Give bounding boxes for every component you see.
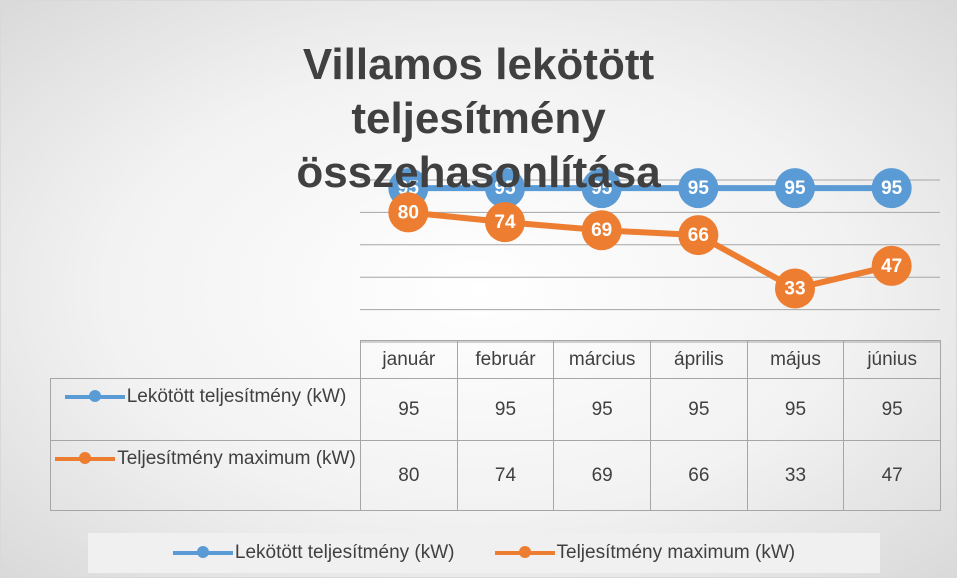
legend-icon	[55, 451, 116, 464]
legend-item: Teljesítmény maximum (kW)	[494, 542, 796, 564]
table-header: január	[360, 340, 458, 379]
table-cell: 95	[360, 378, 458, 441]
marker	[581, 168, 622, 209]
table-cell: 47	[843, 440, 941, 511]
table-cell: 80	[360, 440, 458, 511]
table-cell: 33	[746, 440, 845, 511]
chart-title: Villamos lekötött teljesítmény összehaso…	[296, 40, 661, 197]
marker	[485, 168, 525, 209]
table-cell: 95	[456, 378, 555, 441]
data-label: 95	[688, 178, 710, 199]
table-cell: 95	[843, 378, 941, 441]
table-cell: 74	[456, 440, 555, 511]
data-label: 95	[881, 178, 903, 199]
legend-icon	[64, 389, 125, 402]
table-cell: 95	[650, 378, 748, 441]
marker	[775, 168, 815, 209]
data-label: 74	[494, 212, 516, 233]
data-label: 66	[688, 225, 709, 246]
legend: Lekötött teljesítmény (kW) Teljesítmény m…	[88, 533, 880, 573]
data-label: 80	[398, 202, 419, 223]
legend-icon	[172, 546, 233, 558]
series-name: Teljesítmény maximum (kW)	[117, 448, 356, 469]
legend-icon	[494, 546, 555, 558]
marker	[678, 168, 719, 209]
table-header: február	[456, 340, 555, 379]
series-name: Lekötött teljesítmény (kW)	[126, 386, 347, 407]
data-label: 95	[784, 178, 806, 199]
table-cell: 66	[650, 440, 748, 511]
table-cell: 95	[553, 378, 651, 441]
table-cell: 69	[553, 440, 651, 511]
row-header: Lekötött teljesítmény (kW)	[50, 378, 361, 441]
data-label: 33	[784, 279, 805, 300]
marker	[581, 210, 622, 251]
legend-label: Lekötött teljesítmény (kW)	[234, 542, 455, 563]
marker	[485, 202, 525, 243]
row-header: Teljesítmény maximum (kW)	[50, 440, 361, 511]
table-header: május	[746, 340, 845, 379]
marker	[871, 168, 912, 209]
marker	[871, 245, 912, 286]
data-label: 95	[591, 178, 613, 199]
table-cell: 95	[746, 378, 845, 441]
table-header: március	[553, 340, 651, 379]
data-label: 47	[881, 256, 902, 277]
table-header: június	[843, 340, 941, 379]
legend-item: Lekötött teljesítmény (kW)	[172, 542, 455, 564]
marker	[678, 215, 719, 256]
marker	[388, 192, 429, 233]
data-label: 95	[494, 178, 516, 199]
table-header: április	[650, 340, 748, 379]
marker	[775, 268, 815, 309]
legend-label: Teljesítmény maximum (kW)	[556, 542, 796, 563]
data-label: 69	[591, 220, 612, 241]
